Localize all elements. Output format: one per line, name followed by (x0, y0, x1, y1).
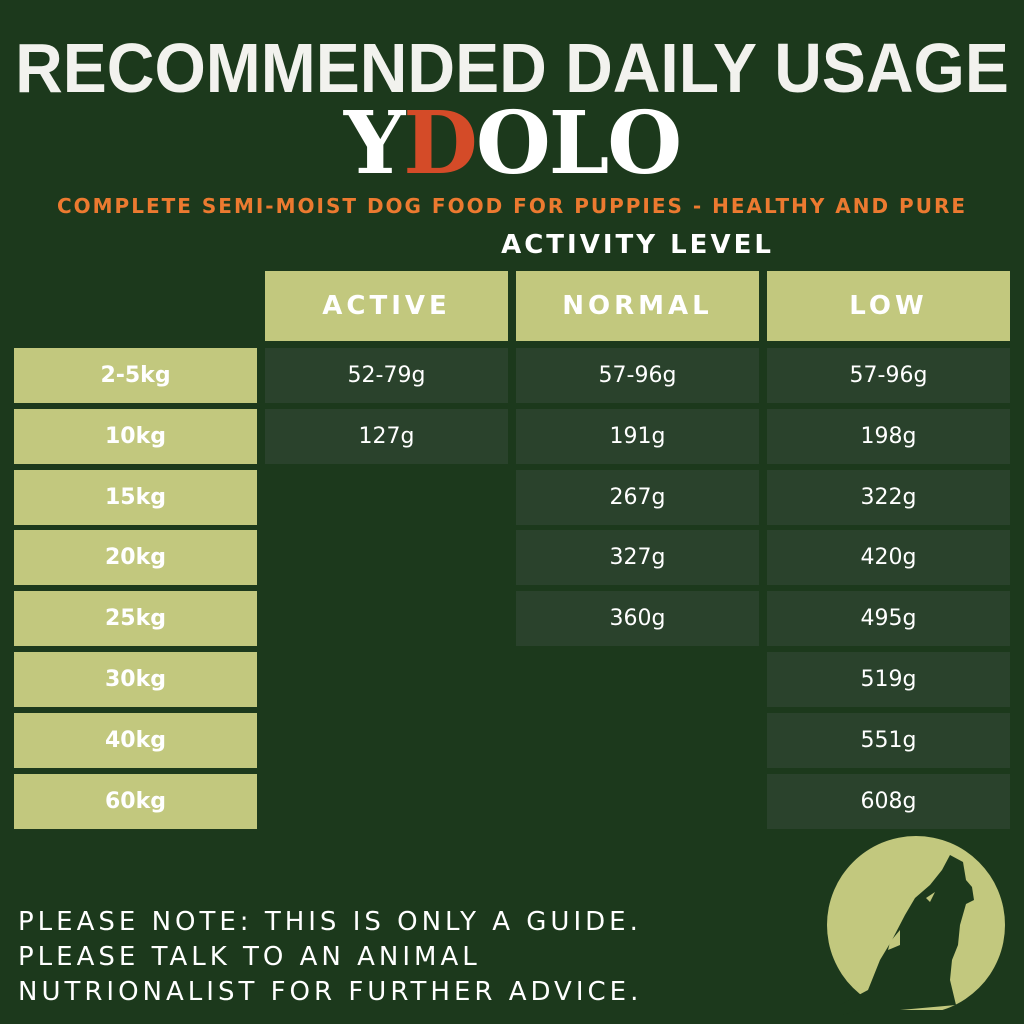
page-title: RECOMMENDED DAILY USAGE (15, 29, 1009, 107)
row-label-weight: 40kg (14, 712, 257, 768)
table-cell: 327g (516, 530, 759, 586)
table-cell: 52-79g (265, 348, 508, 403)
row-label-weight: 30kg (14, 652, 257, 707)
row-label-weight: 2-5kg (14, 348, 257, 403)
guide-note: PLEASE NOTE: THIS IS ONLY A GUIDE. PLEAS… (18, 905, 642, 1010)
table-cell: 57-96g (767, 348, 1010, 403)
row-label-weight: 15kg (14, 469, 257, 525)
table-cell: 519g (767, 652, 1010, 707)
table-cell: 420g (767, 530, 1010, 586)
column-header-low: LOW (767, 271, 1010, 341)
table-cell: 191g (516, 408, 759, 464)
note-line: PLEASE TALK TO AN ANIMAL (18, 942, 481, 972)
howling-wolf-moon-icon (827, 836, 1005, 1015)
table-cell: 551g (767, 712, 1010, 768)
table-cell: 495g (767, 591, 1010, 647)
tagline: COMPLETE SEMI-MOIST DOG FOOD FOR PUPPIES… (56, 194, 968, 218)
column-header-normal: NORMAL (516, 271, 759, 341)
brand-logo: YDOLO (0, 96, 1024, 192)
row-label-weight: 20kg (14, 530, 257, 586)
table-cell: 608g (767, 773, 1010, 829)
brand-suffix: OLO (475, 93, 682, 194)
note-line: NUTRIONALIST FOR FURTHER ADVICE. (18, 977, 643, 1007)
activity-level-header: ACTIVITY LEVEL (501, 230, 774, 260)
column-header-active: ACTIVE (265, 271, 508, 341)
row-label-weight: 10kg (14, 408, 257, 464)
row-label-weight: 25kg (14, 591, 257, 647)
row-label-weight: 60kg (14, 773, 257, 829)
table-cell: 267g (516, 469, 759, 525)
table-cell: 322g (767, 469, 1010, 525)
brand-accent: D (403, 93, 478, 194)
table-cell: 198g (767, 408, 1010, 464)
note-line: PLEASE NOTE: THIS IS ONLY A GUIDE. (18, 907, 642, 937)
table-cell: 57-96g (516, 348, 759, 403)
table-cell: 127g (265, 408, 508, 464)
table-cell: 360g (516, 591, 759, 647)
brand-prefix: Y (343, 93, 405, 194)
